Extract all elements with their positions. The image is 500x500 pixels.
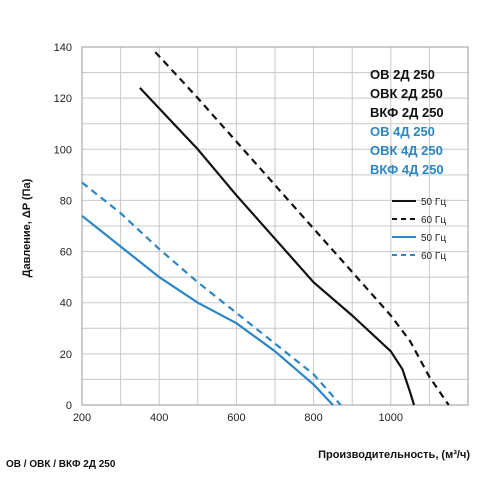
tick-labels: 200 400 600 800 1000 0 20 40 60 80 100 120 140 [54, 42, 403, 424]
model-label-blue-3: ВКФ 4Д 250 [370, 162, 444, 177]
footer-caption: ОВ / ОВК / ВКФ 2Д 250 [6, 459, 116, 470]
grid-lines [81, 46, 469, 406]
series-line-3 [81, 214, 334, 406]
y-tick-label: 140 [54, 42, 72, 54]
x-tick-label: 800 [304, 412, 322, 424]
performance-curves [81, 51, 450, 406]
y-tick-label: 100 [54, 144, 72, 156]
plot-frame [81, 46, 469, 406]
y-tick-label: 20 [60, 349, 72, 361]
y-tick-label: 60 [60, 247, 72, 259]
y-axis-title: Давление, ΔP (Па) [21, 178, 33, 277]
x-tick-label: 600 [227, 412, 245, 424]
legend-label-blue-50: 50 Гц [421, 233, 446, 244]
model-label-black-3: ВКФ 2Д 250 [370, 105, 444, 120]
y-tick-label: 0 [66, 400, 72, 412]
x-tick-label: 200 [73, 412, 91, 424]
legend-label-blue-60: 60 Гц [421, 251, 446, 262]
legend: 50 Гц 60 Гц 50 Гц 60 Гц [392, 197, 446, 262]
series-line-1 [139, 87, 416, 406]
x-tick-label: 400 [150, 412, 168, 424]
model-label-blue-1: ОВ 4Д 250 [370, 124, 435, 139]
legend-label-black-50: 50 Гц [421, 197, 446, 208]
model-labels: ОВ 2Д 250 ОВК 2Д 250 ВКФ 2Д 250 ОВ 4Д 25… [370, 67, 444, 177]
series-line-4 [81, 181, 342, 406]
x-tick-label: 1000 [379, 412, 403, 424]
model-label-blue-2: ОВК 4Д 250 [370, 143, 443, 158]
model-label-black-2: ОВК 2Д 250 [370, 86, 443, 101]
y-tick-label: 120 [54, 93, 72, 105]
y-tick-label: 40 [60, 298, 72, 310]
legend-label-black-60: 60 Гц [421, 215, 446, 226]
y-tick-label: 80 [60, 195, 72, 207]
model-label-black-1: ОВ 2Д 250 [370, 67, 435, 82]
series-line-2 [154, 51, 450, 406]
x-axis-title: Производительность, (м³/ч) [318, 449, 470, 461]
